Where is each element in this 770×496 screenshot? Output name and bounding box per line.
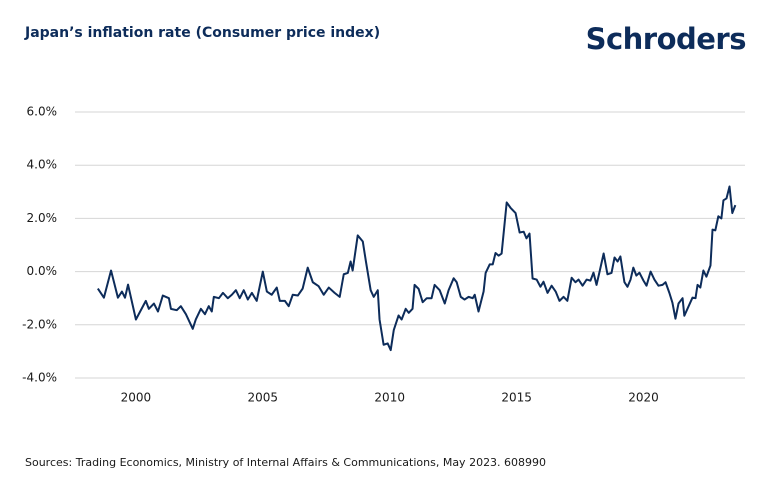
data-line (97, 185, 737, 352)
y-tick-label: 4.0% (27, 158, 58, 172)
y-tick-label: -4.0% (22, 371, 57, 385)
logo: Schroders (586, 22, 746, 56)
y-tick-label: 0.0% (27, 264, 58, 278)
source-note: Sources: Trading Economics, Ministry of … (25, 456, 546, 469)
x-tick-label: 2015 (501, 391, 532, 405)
chart-title: Japan’s inflation rate (Consumer price i… (24, 25, 380, 41)
y-tick-label: 6.0% (27, 105, 58, 119)
y-tick-label: 2.0% (27, 211, 58, 225)
x-tick-label: 2020 (628, 391, 659, 405)
y-tick-label: -2.0% (22, 317, 57, 331)
x-tick-label: 2000 (121, 391, 152, 405)
x-tick-label: 2010 (374, 391, 405, 405)
x-tick-label: 2005 (248, 391, 279, 405)
